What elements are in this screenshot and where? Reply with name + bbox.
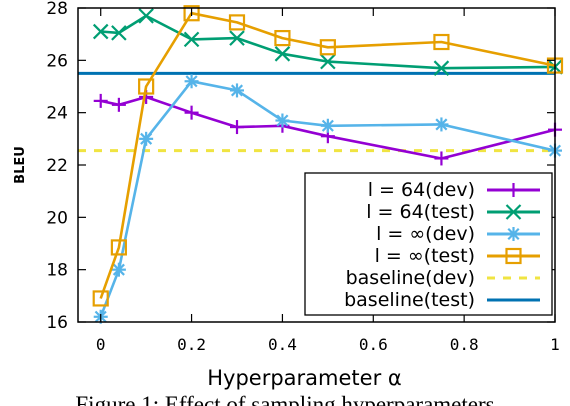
x-axis-label: Hyperparameter α xyxy=(207,366,402,390)
x-tick-label: 0.4 xyxy=(268,335,297,354)
y-tick-label: 18 xyxy=(46,261,68,281)
x-tick-label: 0.6 xyxy=(359,335,388,354)
y-tick-label: 20 xyxy=(46,208,68,228)
legend-box xyxy=(304,172,553,316)
x-tick-label: 1 xyxy=(550,335,560,354)
data-point-marker xyxy=(184,105,199,120)
x-tick-label: 0.2 xyxy=(177,335,206,354)
data-point-marker xyxy=(274,29,291,47)
data-point-marker xyxy=(505,247,522,265)
data-point-marker xyxy=(506,183,521,197)
data-point-marker xyxy=(111,97,126,112)
data-point-marker xyxy=(320,53,336,70)
data-point-marker xyxy=(320,118,335,133)
data-point-marker xyxy=(183,31,200,48)
data-point-marker xyxy=(92,23,109,40)
legend-label: l = ∞(test) xyxy=(375,245,475,267)
data-point-marker xyxy=(183,5,200,22)
legend-label: l = ∞(dev) xyxy=(376,223,475,245)
legend-label: baseline(dev) xyxy=(346,267,475,289)
data-point-marker xyxy=(111,25,127,41)
data-point-marker xyxy=(434,117,449,132)
y-tick-label: 24 xyxy=(46,104,68,124)
data-point-marker xyxy=(229,30,245,46)
x-tick-label: 0 xyxy=(96,335,106,354)
y-tick-label: 28 xyxy=(46,0,68,19)
data-point-marker xyxy=(230,83,244,98)
data-point-marker xyxy=(274,46,291,62)
legend-label: l = 64(test) xyxy=(366,201,475,223)
data-point-marker xyxy=(433,33,450,51)
data-point-marker xyxy=(319,39,336,56)
legend-label: l = 64(dev) xyxy=(368,179,475,201)
y-tick-label: 16 xyxy=(46,313,68,333)
y-tick-label: 22 xyxy=(46,156,68,176)
data-point-marker xyxy=(93,93,108,108)
data-point-marker xyxy=(138,8,154,24)
data-point-marker xyxy=(138,78,155,95)
data-point-marker xyxy=(433,60,450,76)
legend-label: baseline(test) xyxy=(344,289,475,311)
data-point-marker xyxy=(434,151,449,166)
data-point-marker xyxy=(505,204,522,220)
series-line xyxy=(99,11,556,299)
data-point-marker xyxy=(184,74,199,89)
data-point-marker xyxy=(506,227,521,241)
data-point-marker xyxy=(275,113,290,128)
y-axis-label: BLEU xyxy=(13,146,28,184)
y-tick-label: 26 xyxy=(46,51,68,71)
data-point-marker xyxy=(111,262,126,277)
data-point-marker xyxy=(139,131,154,146)
data-point-marker xyxy=(228,14,246,31)
figure-caption: Figure 1: Effect of sampling hyperparame… xyxy=(75,392,494,406)
data-point-marker xyxy=(92,290,109,307)
data-point-marker xyxy=(110,239,127,256)
data-point-marker xyxy=(230,120,244,135)
x-tick-label: 0.8 xyxy=(450,335,479,354)
